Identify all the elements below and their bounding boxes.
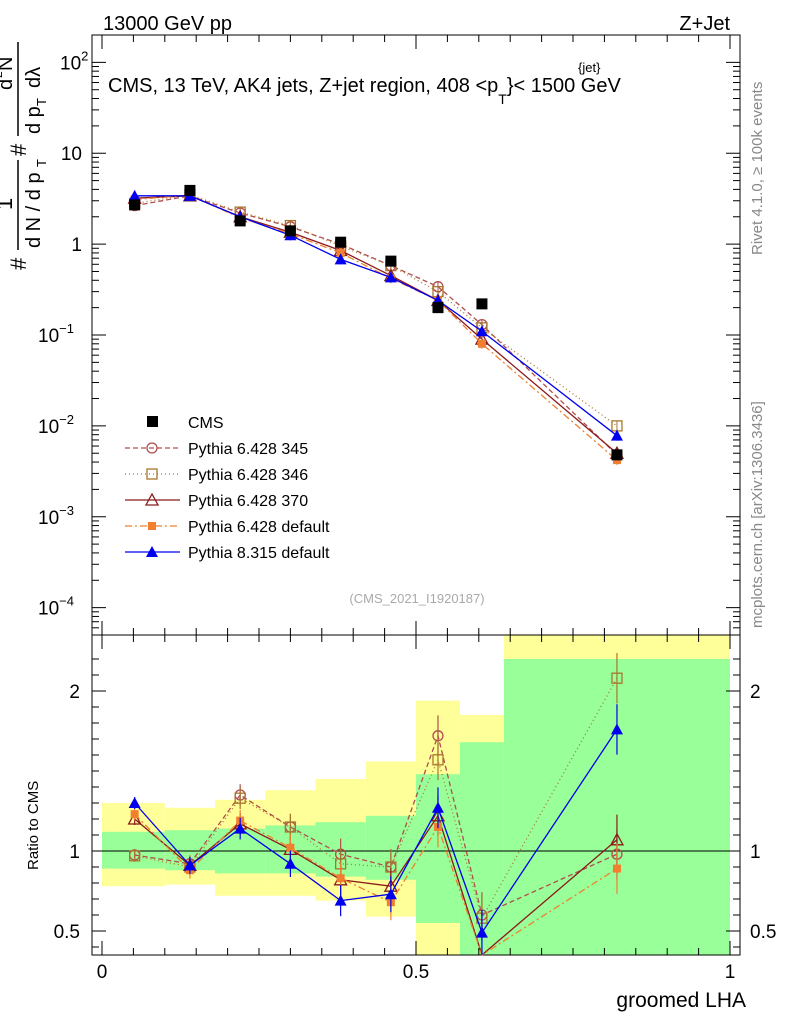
main-ylabel: # 1 d N / d p T # d 2 N d p T dλ [0, 42, 49, 270]
ratio-point [129, 850, 141, 862]
ratio-y-axis: 0.5 0.5 1 1 2 2 [54, 658, 776, 948]
legend-marker [146, 442, 158, 454]
ratio-point [432, 754, 444, 766]
series-4-ratio [128, 704, 623, 955]
ratio-point [128, 797, 141, 808]
main-y-tick-label: 1 [71, 235, 82, 256]
ratio-ylabel: Ratio to CMS [25, 781, 42, 870]
svg-text:d N / d p: d N / d p [23, 172, 45, 248]
svg-text:#: # [6, 143, 31, 156]
ratio-point [234, 822, 247, 834]
svg-text:2: 2 [0, 71, 5, 78]
main-y-tick-label: 10−4 [38, 594, 74, 620]
header-left: 13000 GeV pp [103, 13, 232, 35]
legend-label: Pythia 6.428 default [188, 519, 330, 536]
cms-data-point [611, 449, 623, 461]
ratio-y-tick-label-right: 0.5 [750, 922, 776, 943]
plot-title: CMS, 13 TeV, AK4 jets, Z+jet region, 408… [108, 75, 621, 107]
main-panel: 10−4 10−3 10−2 10−1 1 10 102 [38, 34, 741, 636]
series-point [334, 253, 347, 265]
side-label-rivet: Rivet 4.1.0, ≥ 100k events [749, 82, 766, 255]
series-point [384, 271, 397, 283]
legend-marker [146, 546, 158, 557]
main-y-tick-label: 10−1 [38, 321, 74, 347]
cms-data-point [476, 298, 488, 310]
cms-data-point [335, 236, 347, 248]
cms-data-point [385, 255, 397, 267]
svg-text:d p: d p [23, 106, 45, 134]
legend-label: Pythia 6.428 345 [188, 441, 308, 458]
svg-text:dλ: dλ [23, 67, 45, 88]
x-tick-label: 0 [97, 962, 108, 983]
analysis-watermark: (CMS_2021_I1920187) [349, 591, 484, 606]
series-point [610, 429, 623, 441]
legend-label: Pythia 8.315 default [188, 545, 330, 562]
plot-title-superscript: {jet} [578, 60, 601, 75]
series-ratio-line [134, 677, 618, 920]
legend-label: Pythia 6.428 346 [188, 467, 308, 484]
cms-data-point [284, 225, 296, 237]
svg-text:1: 1 [0, 198, 17, 210]
main-y-axis: 10−4 10−3 10−2 10−1 1 10 102 [38, 34, 740, 636]
ratio-y-tick-label: 0.5 [54, 922, 80, 943]
legend-label: CMS [188, 415, 224, 432]
series-line [134, 195, 618, 456]
ratio-point [284, 821, 297, 833]
legend-marker [146, 468, 158, 480]
series-4-main [128, 189, 623, 441]
ratio-point [334, 894, 347, 906]
cms-data-point [432, 302, 444, 314]
header-right: Z+Jet [679, 13, 730, 35]
ratio-point [336, 874, 345, 883]
cms-data-point [234, 215, 246, 227]
legend-marker [144, 492, 160, 506]
cms-data-point [184, 184, 196, 196]
svg-text:d: d [0, 79, 17, 90]
x-tick-label: 1 [725, 962, 736, 983]
ratio-point [431, 801, 444, 813]
series-point [477, 339, 486, 348]
ratio-point [286, 843, 295, 852]
ratio-point [384, 888, 397, 900]
series-line [134, 194, 618, 427]
x-tick-label: 0.5 [403, 962, 429, 983]
svg-text:T: T [34, 98, 49, 106]
ratio-y-tick-label-right: 1 [750, 842, 761, 863]
ratio-point [183, 859, 196, 871]
ratio-y-tick-label-right: 2 [750, 682, 761, 703]
ratio-point [284, 857, 297, 869]
ratio-y-tick-label: 2 [69, 682, 80, 703]
legend-label: Pythia 6.428 370 [188, 493, 308, 510]
ratio-uncertainty-bands [102, 635, 730, 955]
ratio-point [611, 672, 623, 684]
ratio-point [610, 723, 623, 735]
x-axis: 0 0.5 1 [97, 635, 736, 983]
x-axis-label: groomed LHA [616, 989, 746, 1012]
ratio-point [475, 926, 488, 938]
ratio-point [234, 792, 246, 804]
side-label-mcplots: mcplots.cern.ch [arXiv:1306.3436] [749, 401, 766, 628]
cms-data-point [129, 199, 141, 211]
svg-text:#: # [6, 257, 31, 270]
main-y-tick-label: 10−2 [38, 412, 74, 438]
series-point [128, 189, 141, 201]
svg-text:N: N [0, 57, 17, 71]
series-line [134, 195, 618, 437]
cms-data [129, 184, 623, 461]
ratio-point [612, 864, 621, 873]
main-y-tick-label: 10−3 [38, 503, 74, 529]
main-y-tick-label: 10 [61, 144, 82, 165]
legend-marker-cms [147, 416, 158, 427]
legend-marker [148, 522, 156, 530]
series-point [336, 248, 345, 257]
svg-text:T: T [34, 159, 49, 167]
ratio-point [130, 810, 139, 819]
ratio-point [127, 811, 142, 825]
series-point [475, 325, 488, 337]
legend: CMS Pythia 6.428 345 Pythia 6.428 346 Pythi… [125, 415, 330, 562]
main-y-tick-label: 102 [60, 48, 88, 74]
ratio-y-tick-label: 1 [69, 842, 80, 863]
ratio-panel: 0 0.5 10.5 0.51 12 2 [54, 634, 776, 983]
